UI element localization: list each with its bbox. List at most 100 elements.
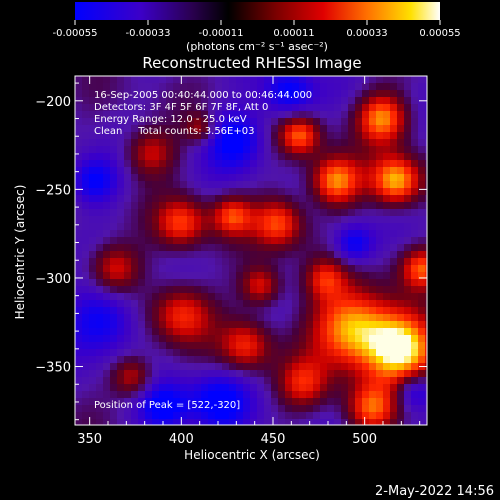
heatmap-cell: [292, 328, 299, 335]
heatmap-cell: [89, 97, 96, 104]
heatmap-cell: [159, 216, 166, 223]
heatmap-cell: [285, 251, 292, 258]
heatmap-cell: [250, 125, 257, 132]
heatmap-cell: [124, 83, 131, 90]
heatmap-cell: [222, 349, 229, 356]
heatmap-cell: [264, 328, 271, 335]
heatmap-cell: [271, 216, 278, 223]
heatmap-cell: [278, 328, 285, 335]
heatmap-cell: [124, 349, 131, 356]
heatmap-cell: [180, 188, 187, 195]
heatmap-cell: [320, 377, 327, 384]
heatmap-cell: [404, 237, 411, 244]
heatmap-cell: [355, 111, 362, 118]
heatmap-cell: [383, 202, 390, 209]
heatmap-cell: [201, 293, 208, 300]
heatmap-cell: [383, 209, 390, 216]
heatmap-cell: [208, 363, 215, 370]
heatmap-cell: [250, 174, 257, 181]
heatmap-cell: [390, 419, 397, 425]
heatmap-cell: [187, 391, 194, 398]
heatmap-cell: [208, 244, 215, 251]
heatmap-cell: [103, 419, 110, 425]
colorbar: [75, 2, 440, 20]
heatmap-cell: [173, 412, 180, 419]
heatmap-cell: [264, 398, 271, 405]
heatmap-cell: [383, 216, 390, 223]
heatmap-cell: [425, 307, 427, 314]
heatmap-cell: [404, 146, 411, 153]
heatmap-cell: [82, 244, 89, 251]
heatmap-cell: [117, 139, 124, 146]
heatmap-cell: [194, 174, 201, 181]
heatmap-cell: [264, 125, 271, 132]
heatmap-cell: [166, 237, 173, 244]
heatmap-cell: [166, 104, 173, 111]
heatmap-cell: [187, 146, 194, 153]
heatmap-cell: [425, 251, 427, 258]
heatmap-cell: [110, 391, 117, 398]
heatmap-cell: [138, 125, 145, 132]
heatmap-cell: [152, 195, 159, 202]
heatmap-cell: [271, 195, 278, 202]
heatmap-cell: [152, 279, 159, 286]
heatmap-cell: [292, 405, 299, 412]
heatmap-cell: [250, 251, 257, 258]
heatmap-cell: [117, 279, 124, 286]
heatmap-cell: [145, 349, 152, 356]
heatmap-cell: [362, 384, 369, 391]
heatmap-cell: [327, 342, 334, 349]
heatmap-cell: [383, 419, 390, 425]
heatmap-cell: [138, 251, 145, 258]
heatmap-cell: [320, 405, 327, 412]
heatmap-cell: [425, 370, 427, 377]
heatmap-cell: [313, 132, 320, 139]
heatmap-cell: [257, 188, 264, 195]
heatmap-cell: [299, 244, 306, 251]
heatmap-cell: [103, 342, 110, 349]
heatmap-cell: [201, 244, 208, 251]
heatmap-cell: [250, 398, 257, 405]
heatmap-cell: [278, 83, 285, 90]
heatmap-cell: [334, 160, 341, 167]
heatmap-cell: [201, 363, 208, 370]
heatmap-cell: [89, 328, 96, 335]
heatmap-cell: [306, 314, 313, 321]
heatmap-cell: [89, 223, 96, 230]
heatmap-cell: [166, 300, 173, 307]
heatmap-cell: [159, 342, 166, 349]
heatmap-cell: [257, 97, 264, 104]
heatmap-cell: [173, 265, 180, 272]
heatmap-cell: [292, 111, 299, 118]
heatmap-cell: [355, 419, 362, 425]
heatmap-cell: [313, 125, 320, 132]
heatmap-cell: [201, 342, 208, 349]
heatmap-cell: [173, 104, 180, 111]
heatmap-cell: [89, 167, 96, 174]
heatmap-cell: [404, 195, 411, 202]
heatmap-cell: [306, 118, 313, 125]
heatmap-cell: [187, 398, 194, 405]
heatmap-cell: [278, 174, 285, 181]
heatmap-cell: [124, 251, 131, 258]
heatmap-cell: [138, 111, 145, 118]
heatmap-cell: [229, 377, 236, 384]
heatmap-cell: [376, 97, 383, 104]
heatmap-cell: [257, 104, 264, 111]
heatmap-cell: [306, 97, 313, 104]
heatmap-cell: [117, 328, 124, 335]
heatmap-cell: [222, 356, 229, 363]
heatmap-cell: [173, 419, 180, 425]
heatmap-cell: [117, 412, 124, 419]
heatmap-cell: [82, 90, 89, 97]
heatmap-cell: [411, 230, 418, 237]
heatmap-cell: [82, 237, 89, 244]
heatmap-cell: [271, 258, 278, 265]
heatmap-cell: [320, 83, 327, 90]
heatmap-cell: [327, 293, 334, 300]
heatmap-cell: [96, 321, 103, 328]
heatmap-cell: [152, 293, 159, 300]
heatmap-cell: [243, 104, 250, 111]
heatmap-cell: [75, 244, 82, 251]
heatmap-cell: [131, 265, 138, 272]
